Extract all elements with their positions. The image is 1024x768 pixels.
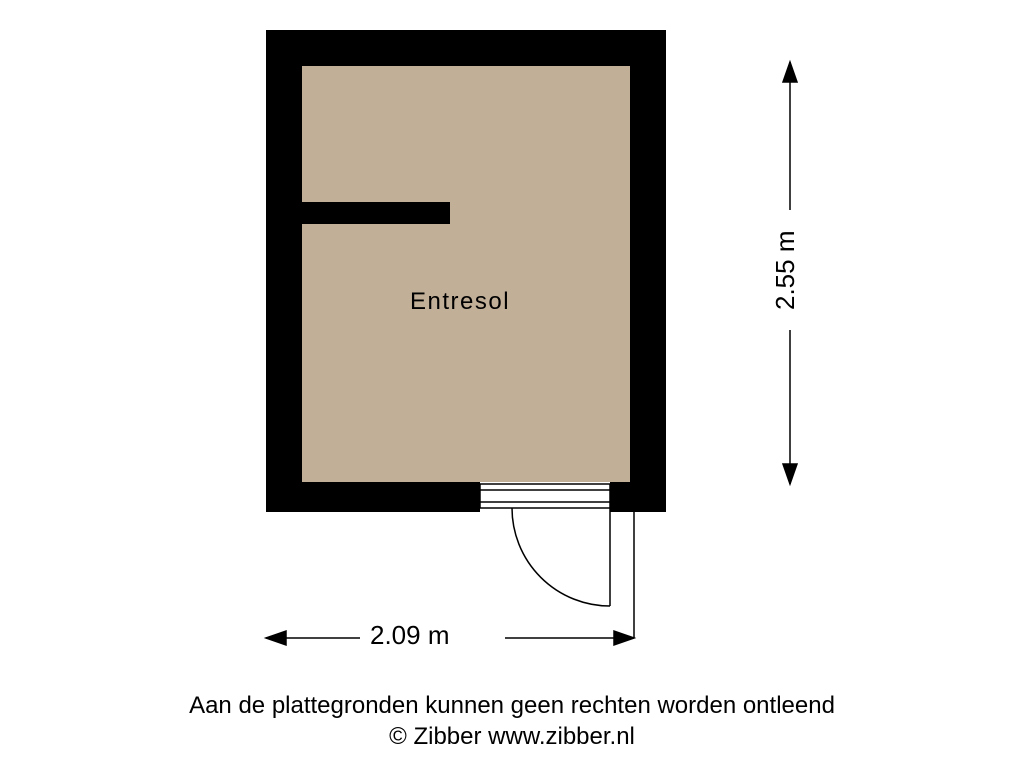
door-swing xyxy=(512,508,610,606)
floorplan-svg xyxy=(0,0,1024,700)
dimension-width-label: 2.09 m xyxy=(370,620,450,651)
wall-partition xyxy=(302,202,450,224)
footer-line2: © Zibber www.zibber.nl xyxy=(0,721,1024,752)
room-label: Entresol xyxy=(410,288,510,316)
footer: Aan de plattegronden kunnen geen rechten… xyxy=(0,690,1024,752)
floorplan-stage: Entresol 2.09 m 2.55 m Aan de plattegron… xyxy=(0,0,1024,768)
room-floor xyxy=(302,66,630,482)
dimension-width xyxy=(266,512,634,645)
footer-line1: Aan de plattegronden kunnen geen rechten… xyxy=(0,690,1024,721)
dimension-height-label: 2.55 m xyxy=(770,231,801,311)
